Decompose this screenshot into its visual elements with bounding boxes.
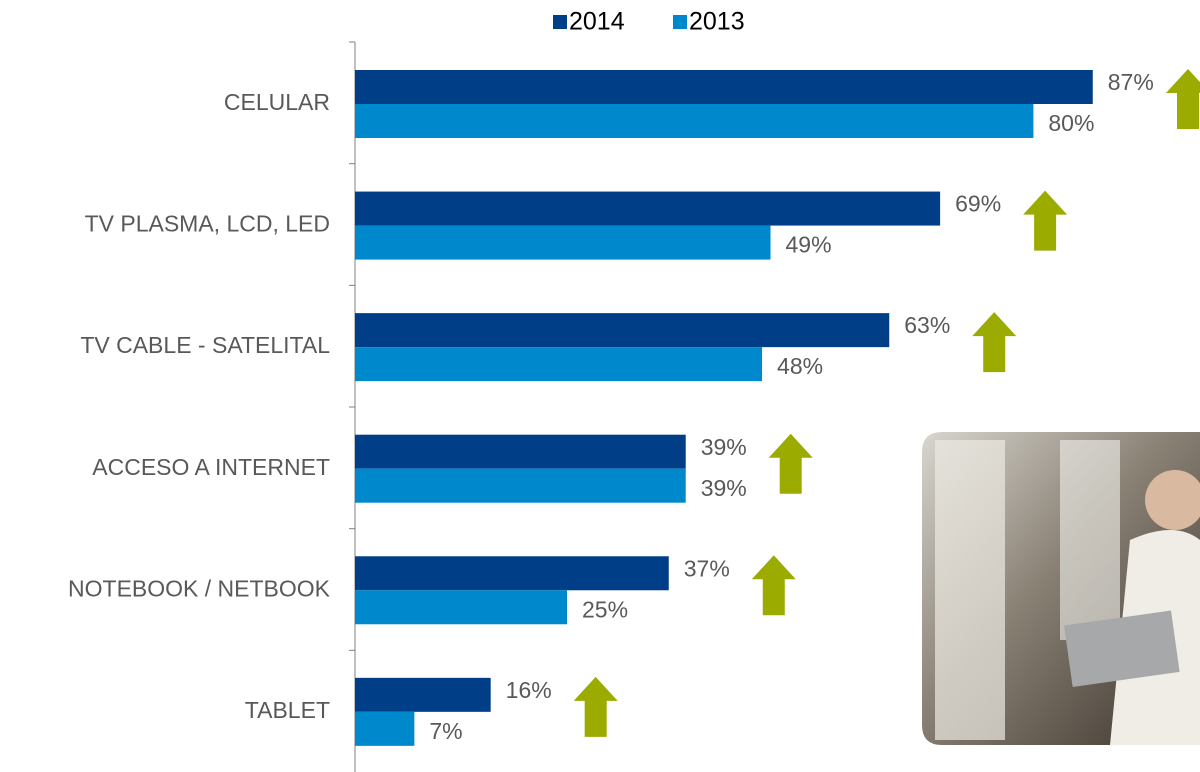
value-label: 39% <box>701 434 747 460</box>
value-label: 49% <box>786 232 832 258</box>
category-label: TV PLASMA, LCD, LED <box>85 211 330 237</box>
bar <box>355 313 889 347</box>
bar <box>355 435 686 469</box>
trend-arrow <box>1166 69 1200 129</box>
bar <box>355 70 1093 104</box>
bar <box>355 347 762 381</box>
value-label: 80% <box>1048 110 1094 136</box>
category-label: CELULAR <box>224 89 330 115</box>
value-label: 48% <box>777 353 823 379</box>
trend-arrow <box>752 555 796 615</box>
bar <box>355 226 771 260</box>
value-label: 25% <box>582 596 628 622</box>
legend-label: 2014 <box>569 8 625 36</box>
trend-arrow <box>574 677 618 737</box>
category-label: TV CABLE - SATELITAL <box>80 332 330 358</box>
legend-swatch <box>553 15 567 29</box>
bar <box>355 192 940 226</box>
trend-arrow <box>769 434 813 494</box>
photo <box>922 432 1200 745</box>
value-label: 37% <box>684 555 730 581</box>
bar <box>355 712 414 746</box>
value-label: 39% <box>701 475 747 501</box>
bar <box>355 556 669 590</box>
value-label: 16% <box>506 677 552 703</box>
category-label: TABLET <box>245 697 330 723</box>
value-label: 63% <box>904 312 950 338</box>
bar <box>355 469 686 503</box>
category-label: NOTEBOOK / NETBOOK <box>68 575 331 601</box>
chart: CELULAR 87% 80% TV PLASMA, LCD, LED 69% 49% TV… <box>0 0 1200 772</box>
bar <box>355 104 1033 138</box>
category-label: ACCESO A INTERNET <box>92 454 330 480</box>
bar <box>355 678 491 712</box>
value-label: 87% <box>1108 69 1154 95</box>
trend-arrow <box>1023 191 1067 251</box>
bar <box>355 590 567 624</box>
trend-arrow <box>972 312 1016 372</box>
legend-label: 2013 <box>689 8 745 36</box>
value-label: 7% <box>429 718 462 744</box>
value-label: 69% <box>955 191 1001 217</box>
legend-swatch <box>673 15 687 29</box>
